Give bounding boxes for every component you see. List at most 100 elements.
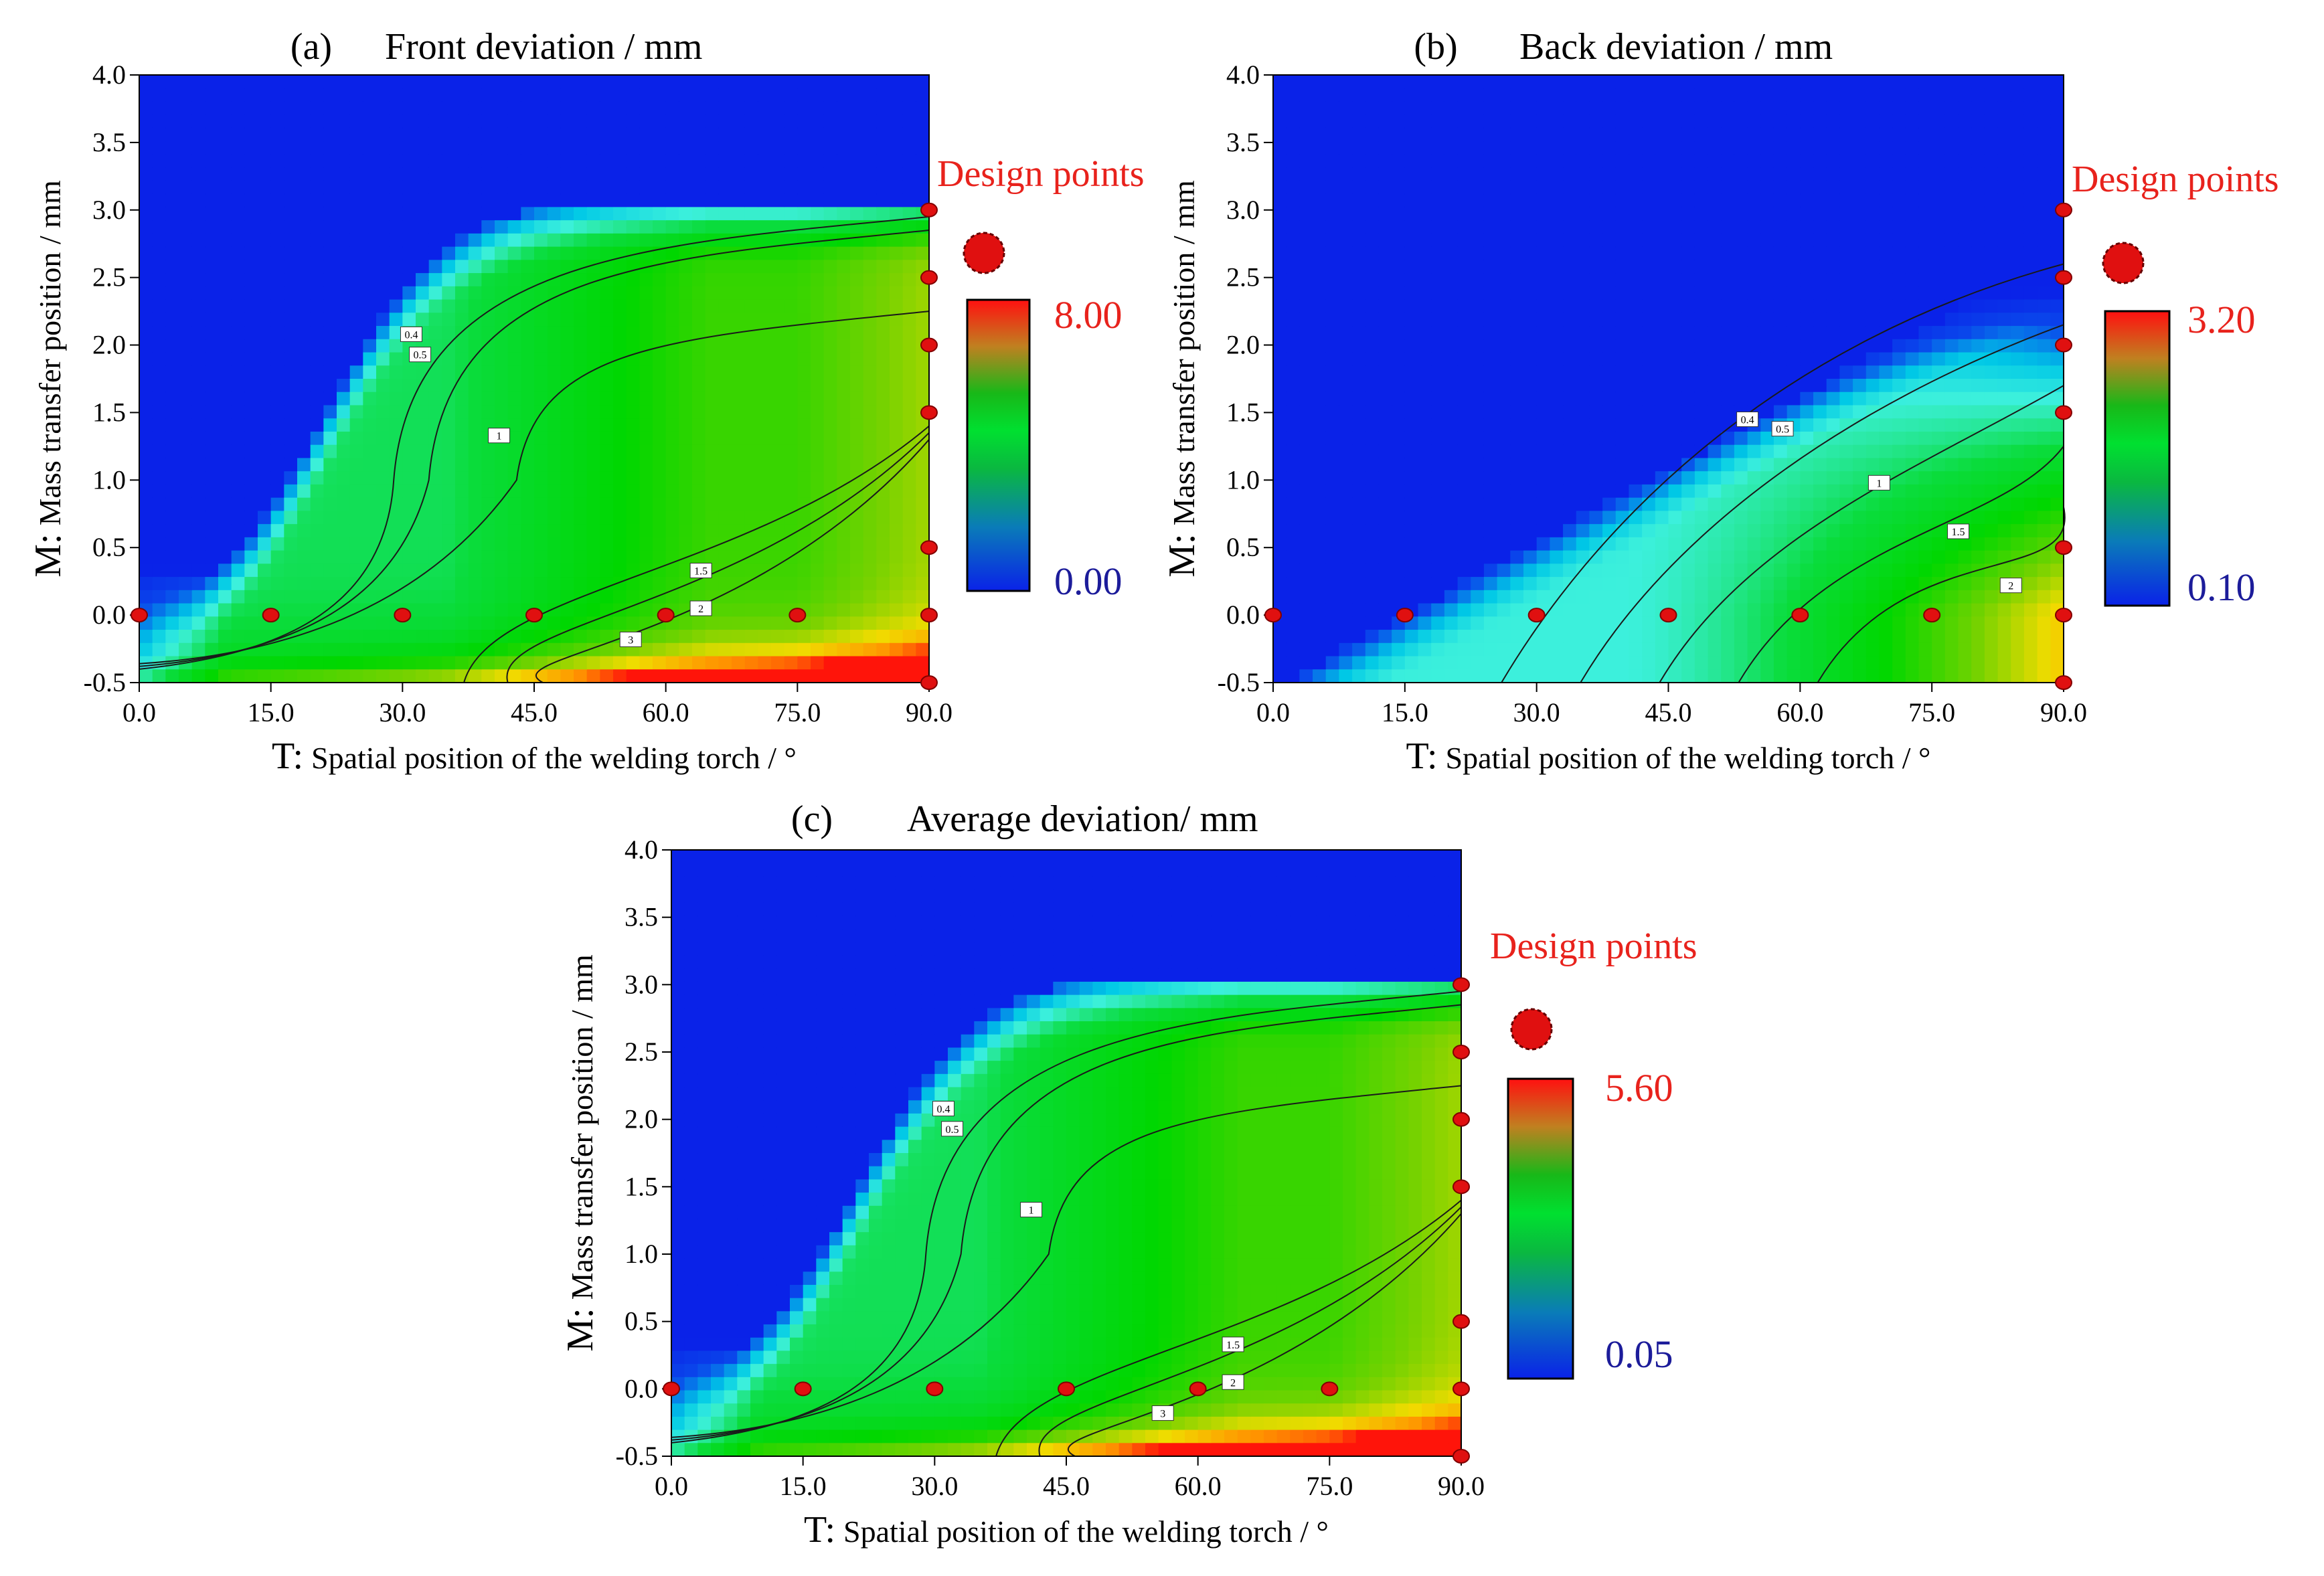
heatmap-cell bbox=[297, 75, 311, 89]
heatmap-cell bbox=[1629, 511, 1643, 525]
heatmap-cell bbox=[1602, 286, 1616, 300]
heatmap-cell bbox=[1773, 656, 1788, 670]
heatmap-cell bbox=[310, 339, 324, 353]
colorbar-min-label: 0.00 bbox=[1054, 559, 1123, 603]
heatmap-cell bbox=[1734, 286, 1748, 300]
heatmap-cell bbox=[916, 642, 930, 657]
heatmap-cell bbox=[823, 273, 837, 287]
heatmap-cell bbox=[1734, 220, 1748, 234]
heatmap-cell bbox=[1787, 550, 1801, 564]
heatmap-cell bbox=[310, 511, 324, 525]
heatmap-cell bbox=[1576, 365, 1590, 379]
heatmap-cell bbox=[481, 524, 495, 538]
heatmap-cell bbox=[1365, 352, 1380, 366]
heatmap-cell bbox=[560, 497, 574, 511]
heatmap-cell bbox=[732, 418, 746, 432]
heatmap-cell bbox=[1615, 339, 1630, 353]
heatmap-cell bbox=[626, 233, 640, 248]
heatmap-cell bbox=[442, 167, 456, 181]
heatmap-cell bbox=[191, 313, 205, 327]
heatmap-cell bbox=[1629, 590, 1643, 604]
heatmap-cell bbox=[902, 273, 916, 287]
heatmap-cell bbox=[191, 101, 205, 115]
heatmap-cell bbox=[310, 127, 324, 142]
heatmap-cell bbox=[1483, 431, 1498, 446]
heatmap-cell bbox=[1734, 180, 1748, 195]
heatmap-cell bbox=[863, 656, 877, 670]
heatmap-field bbox=[139, 75, 930, 683]
heatmap-cell bbox=[1325, 563, 1340, 578]
heatmap-cell bbox=[428, 193, 442, 207]
heatmap-cell bbox=[1431, 167, 1445, 181]
heatmap-cell bbox=[1365, 379, 1380, 393]
heatmap-cell bbox=[258, 154, 272, 168]
heatmap-cell bbox=[784, 418, 798, 432]
heatmap-cell bbox=[284, 193, 298, 207]
heatmap-cell bbox=[1721, 524, 1735, 538]
heatmap-cell bbox=[1655, 88, 1669, 102]
heatmap-cell bbox=[1431, 537, 1445, 551]
heatmap-cell bbox=[284, 286, 298, 300]
heatmap-cell bbox=[1365, 141, 1380, 155]
heatmap-cell bbox=[1550, 101, 1564, 115]
heatmap-cell bbox=[797, 273, 811, 287]
heatmap-cell bbox=[732, 352, 746, 366]
heatmap-cell bbox=[1471, 603, 1485, 617]
heatmap-cell bbox=[1418, 313, 1432, 327]
heatmap-cell bbox=[1299, 391, 1313, 406]
heatmap-cell bbox=[310, 444, 324, 459]
heatmap-cell bbox=[890, 286, 904, 300]
heatmap-cell bbox=[863, 642, 877, 657]
heatmap-cell bbox=[1681, 154, 1695, 168]
heatmap-cell bbox=[1773, 207, 1788, 221]
y-tick-label: -0.5 bbox=[84, 667, 126, 697]
heatmap-cell bbox=[1444, 101, 1459, 115]
heatmap-cell bbox=[323, 141, 337, 155]
heatmap-cell bbox=[547, 220, 561, 234]
heatmap-cell bbox=[428, 577, 442, 591]
heatmap-cell bbox=[863, 167, 877, 181]
heatmap-cell bbox=[1865, 365, 1880, 379]
heatmap-cell bbox=[653, 352, 667, 366]
heatmap-cell bbox=[692, 365, 706, 379]
heatmap-cell bbox=[416, 207, 430, 221]
heatmap-cell bbox=[1550, 511, 1564, 525]
heatmap-cell bbox=[1813, 379, 1827, 393]
heatmap-cell bbox=[1550, 669, 1564, 683]
heatmap-cell bbox=[1471, 444, 1485, 459]
heatmap-cell bbox=[481, 339, 495, 353]
heatmap-cell bbox=[1550, 233, 1564, 248]
heatmap-cell bbox=[1404, 326, 1419, 340]
heatmap-cell bbox=[376, 669, 390, 683]
heatmap-cell bbox=[284, 431, 298, 446]
heatmap-cell bbox=[139, 484, 153, 499]
heatmap-cell bbox=[1747, 537, 1761, 551]
heatmap-cell bbox=[1365, 260, 1380, 274]
heatmap-cell bbox=[1787, 577, 1801, 591]
heatmap-cell bbox=[1339, 326, 1353, 340]
heatmap-cell bbox=[270, 497, 284, 511]
heatmap-cell bbox=[258, 577, 272, 591]
heatmap-cell bbox=[665, 563, 679, 578]
heatmap-cell bbox=[1523, 458, 1538, 472]
heatmap-cell bbox=[297, 418, 311, 432]
heatmap-cell bbox=[1708, 379, 1722, 393]
heatmap-cell bbox=[1550, 220, 1564, 234]
heatmap-cell bbox=[876, 180, 890, 195]
heatmap-cell bbox=[732, 563, 746, 578]
heatmap-cell bbox=[139, 590, 153, 604]
heatmap-cell bbox=[442, 313, 456, 327]
heatmap-cell bbox=[1378, 326, 1392, 340]
heatmap-cell bbox=[1853, 616, 1867, 630]
heatmap-cell bbox=[771, 642, 785, 657]
heatmap-cell bbox=[1865, 127, 1880, 142]
heatmap-cell bbox=[1589, 577, 1603, 591]
heatmap-cell bbox=[1471, 207, 1485, 221]
heatmap-cell bbox=[784, 141, 798, 155]
heatmap-cell bbox=[521, 352, 535, 366]
heatmap-cell bbox=[416, 141, 430, 155]
heatmap-cell bbox=[534, 431, 548, 446]
heatmap-cell bbox=[521, 630, 535, 644]
heatmap-cell bbox=[1747, 260, 1761, 274]
heatmap-cell bbox=[679, 88, 693, 102]
